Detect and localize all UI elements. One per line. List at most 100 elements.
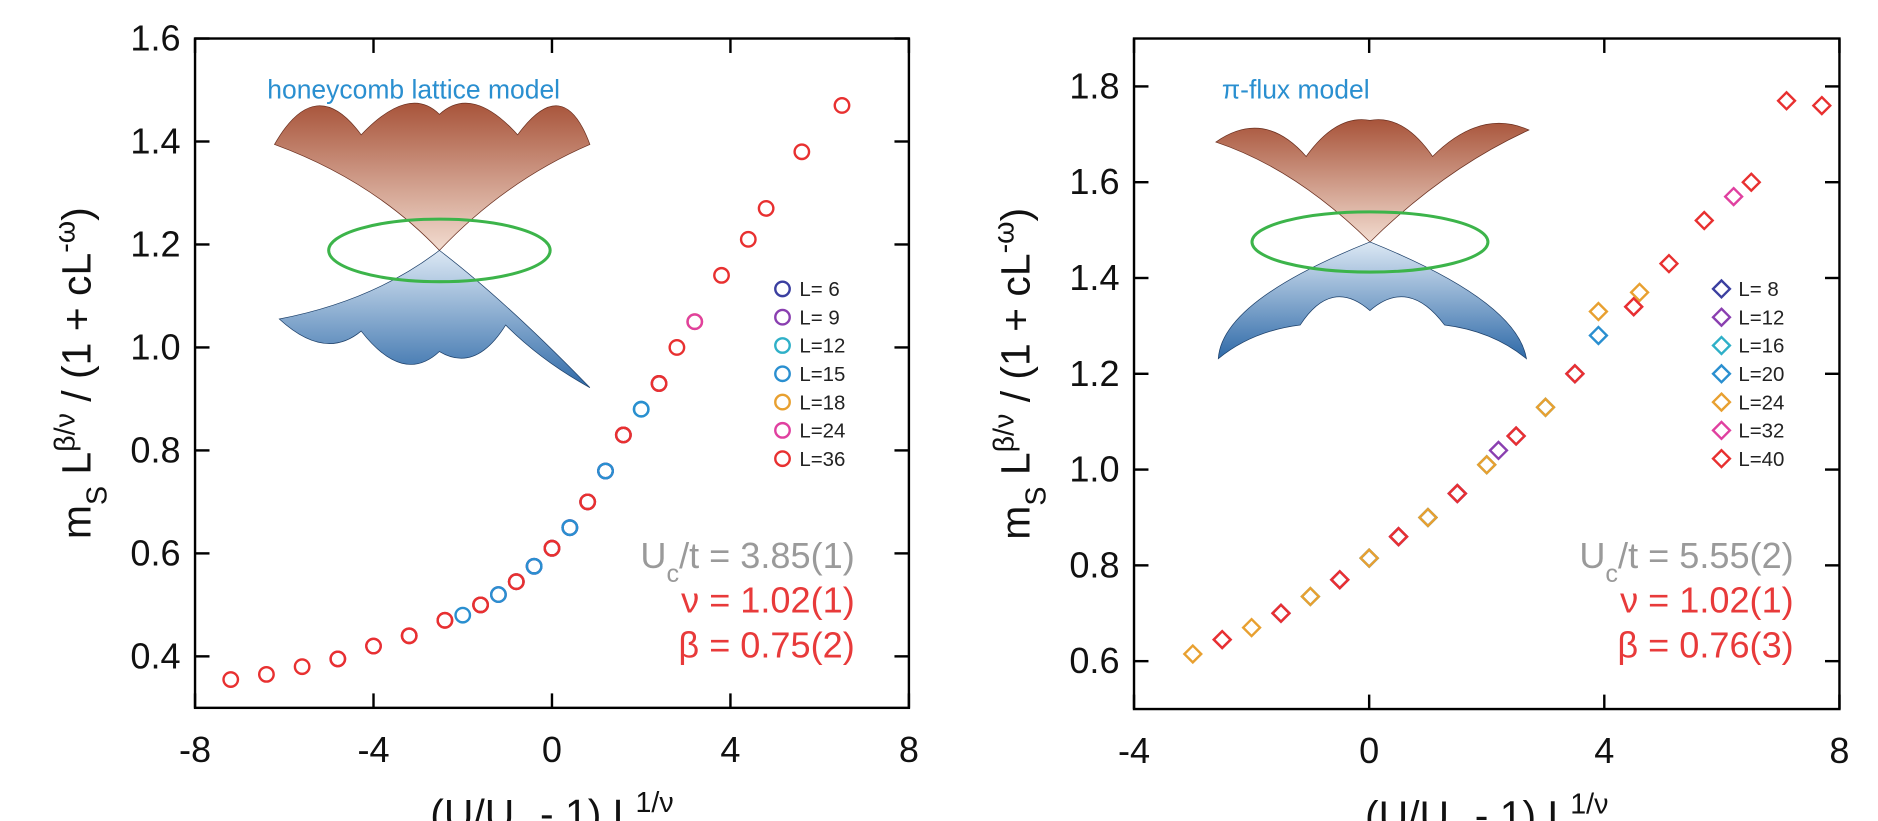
band-surface-left — [273, 102, 591, 388]
legend-marker — [1711, 420, 1732, 441]
y-axis-label-part: / (1 + cL — [53, 253, 99, 413]
annotation-part: /t = 3.85(1) — [679, 535, 855, 576]
x-axis-label-part: - 1) L — [1463, 792, 1570, 821]
annotation: β = 0.76(3) — [1617, 624, 1793, 665]
legend-marker — [1711, 363, 1732, 384]
legend-label: L=15 — [799, 363, 845, 386]
data-point — [1488, 440, 1509, 461]
data-point — [1564, 363, 1586, 384]
x-axis-label-part: (U/U — [430, 791, 514, 821]
y-axis-label-part: / (1 + cL — [992, 253, 1038, 413]
data-point — [739, 230, 757, 248]
legend-label: L=36 — [799, 448, 845, 471]
y-axis-label-part: β/ν — [49, 413, 81, 452]
data-point — [1535, 397, 1556, 418]
y-axis-label-part: ) — [992, 208, 1038, 222]
x-tick-label: 4 — [720, 729, 740, 770]
x-axis-label: (U/Uc - 1) L1/ν — [430, 787, 673, 821]
data-point — [1359, 548, 1380, 569]
x-tick-label: 4 — [1594, 730, 1614, 771]
data-point — [293, 658, 311, 676]
y-tick-label: 1.0 — [130, 326, 180, 367]
data-point — [1182, 643, 1203, 665]
x-tick-label: -4 — [357, 729, 389, 770]
x-axis-label-part: c — [514, 819, 528, 821]
data-point — [525, 557, 543, 575]
data-point — [1447, 483, 1468, 504]
data-point — [1359, 548, 1380, 569]
data-point — [1506, 425, 1527, 447]
data-point — [833, 97, 851, 114]
legend-marker — [774, 308, 791, 326]
annotation-part: ν = 1.02(1) — [681, 580, 855, 621]
x-tick-label: -8 — [179, 729, 211, 770]
y-tick-label: 1.4 — [1069, 257, 1119, 298]
data-point — [1447, 483, 1468, 504]
annotation-part: ν = 1.02(1) — [1620, 580, 1794, 621]
data-point — [1212, 629, 1233, 650]
y-axis-label-part: S — [81, 486, 113, 505]
legend-marker — [774, 421, 791, 439]
data-point — [329, 650, 347, 668]
y-tick-label: 1.0 — [1069, 449, 1119, 490]
data-point — [1564, 363, 1586, 384]
x-tick-label: -4 — [1118, 730, 1150, 771]
legend-label: L=24 — [1738, 391, 1784, 414]
data-point — [1447, 483, 1468, 504]
data-point — [1447, 483, 1468, 504]
legend-marker — [1711, 307, 1732, 328]
annotation-part: c — [666, 560, 679, 588]
data-point — [1776, 90, 1797, 111]
data-point — [793, 143, 811, 161]
legend-label: L=24 — [799, 420, 845, 443]
data-point — [650, 375, 668, 392]
data-point — [1388, 526, 1409, 547]
x-tick-label: 0 — [542, 729, 562, 770]
data-point — [1300, 586, 1321, 607]
data-point — [1388, 526, 1409, 547]
annotation-part: c — [1605, 560, 1618, 588]
data-point — [1329, 569, 1350, 590]
annotation-part: β = 0.75(2) — [678, 624, 854, 665]
legend-marker — [774, 280, 791, 298]
data-point — [490, 586, 507, 603]
data-point — [400, 627, 418, 645]
y-tick-label: 1.2 — [1069, 353, 1119, 394]
data-point — [472, 596, 490, 614]
y-axis-label-part: S — [1020, 487, 1052, 506]
data-point — [597, 462, 614, 480]
legend-label: L=20 — [1738, 363, 1784, 386]
data-point — [1329, 569, 1350, 590]
y-axis-label-part: L — [53, 452, 99, 486]
x-tick-label: 0 — [1359, 730, 1379, 771]
data-point — [1417, 507, 1439, 528]
y-axis-label-part: m — [53, 505, 99, 539]
legend-label: L=40 — [1738, 448, 1784, 471]
legend-marker — [1711, 335, 1732, 356]
inset-title: honeycomb lattice model — [267, 75, 560, 105]
data-point — [365, 637, 382, 655]
data-point — [1506, 425, 1527, 447]
x-tick-label: 8 — [1829, 730, 1849, 771]
data-point — [1535, 397, 1556, 418]
legend-marker — [1711, 448, 1732, 469]
y-axis-label-part: -ω — [49, 221, 81, 253]
data-point — [1476, 454, 1497, 475]
data-point — [1741, 172, 1762, 193]
legend-marker — [774, 393, 791, 411]
data-point — [1388, 526, 1409, 547]
annotation: Uc/t = 3.85(1) — [640, 535, 854, 588]
data-point — [561, 519, 579, 537]
legend-label: L= 8 — [1738, 278, 1778, 301]
data-point — [1417, 507, 1439, 528]
data-point — [543, 539, 561, 557]
annotation: ν = 1.02(1) — [1620, 580, 1794, 621]
annotation-part: U — [1579, 535, 1605, 576]
inset-title: π-flux model — [1222, 75, 1370, 105]
y-tick-label: 0.8 — [1069, 544, 1119, 585]
data-point — [1588, 301, 1609, 322]
legend-label: L=18 — [799, 391, 845, 414]
y-axis-label-part: -ω — [988, 221, 1020, 253]
legend-marker — [774, 337, 791, 354]
x-axis-label-part: 1/ν — [1570, 788, 1608, 820]
